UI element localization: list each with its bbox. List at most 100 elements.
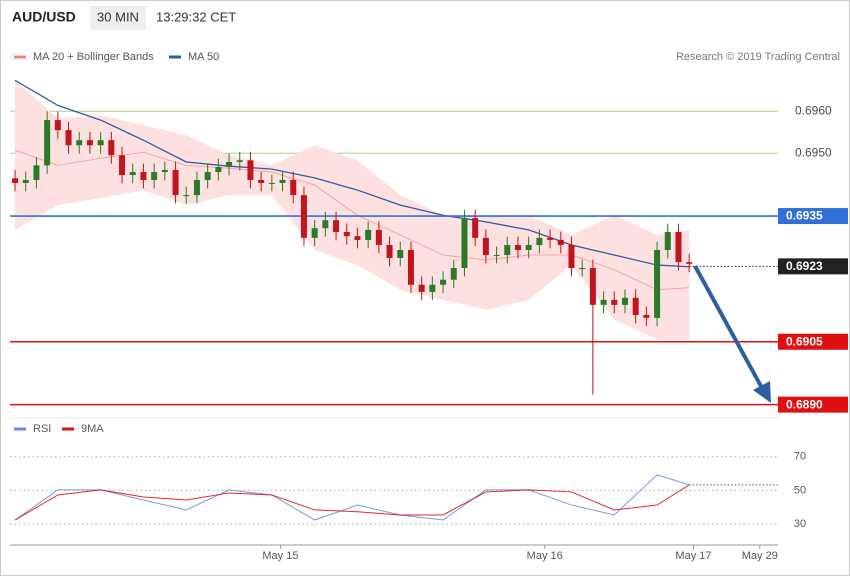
y-tick-label: 70 xyxy=(794,451,806,463)
candle-body xyxy=(247,160,254,181)
candle-body xyxy=(193,180,200,196)
candle-body xyxy=(686,262,693,264)
y-tick-label: 30 xyxy=(794,518,806,530)
candle-body xyxy=(589,268,596,305)
candle-body xyxy=(322,220,329,229)
candle-body xyxy=(215,167,222,173)
candle-body xyxy=(493,255,500,257)
candle-body xyxy=(397,249,404,258)
y-tick-label: 0.6960 xyxy=(795,103,832,117)
candle-body xyxy=(429,284,436,292)
candle-body xyxy=(226,161,233,168)
ma-line xyxy=(14,149,690,291)
rsi-line xyxy=(14,474,690,521)
candle-body xyxy=(557,239,564,245)
candle-body xyxy=(258,180,265,183)
y-tick-label: 50 xyxy=(794,484,806,496)
candle-body xyxy=(375,229,382,245)
level-label-box xyxy=(778,208,848,225)
candle-body xyxy=(440,279,447,285)
candle-body xyxy=(407,249,414,285)
level-label-box xyxy=(778,333,848,350)
candle-body xyxy=(311,228,318,238)
forecast-arrow xyxy=(693,265,771,403)
arrow-shaft xyxy=(693,265,764,389)
candle-body xyxy=(611,299,618,305)
candle-body xyxy=(418,284,425,292)
candle-body xyxy=(621,297,628,305)
x-tick-label: May 17 xyxy=(675,550,711,562)
candle-body xyxy=(514,244,521,250)
interval: 30 MIN xyxy=(97,9,139,24)
legend-label: MA 50 xyxy=(188,51,219,63)
symbol: AUD/USD xyxy=(12,9,76,25)
candle-body xyxy=(632,297,639,315)
candle-body xyxy=(482,237,489,256)
candle-body xyxy=(343,231,350,237)
candle-body xyxy=(44,120,51,166)
candle-body xyxy=(268,182,275,184)
level-label: 0.6890 xyxy=(786,397,823,411)
candle-body xyxy=(365,229,372,240)
candle-body xyxy=(119,155,126,175)
candle-body xyxy=(151,172,158,181)
x-tick-label: May 16 xyxy=(527,550,563,562)
candle-body xyxy=(354,236,361,240)
x-tick-label: May 15 xyxy=(262,550,298,562)
interval-box xyxy=(90,6,146,30)
candle-body xyxy=(204,172,211,181)
candle-body xyxy=(161,169,168,173)
candle-body xyxy=(172,169,179,196)
candle-body xyxy=(279,180,286,183)
candle-body xyxy=(129,172,136,175)
candle-body xyxy=(108,140,115,156)
candle-body xyxy=(472,218,479,238)
time: 13:29:32 CET xyxy=(156,9,236,24)
arrow-head xyxy=(753,381,771,403)
candle-body xyxy=(664,231,671,250)
candle-body xyxy=(461,218,468,269)
candle-body xyxy=(525,244,532,250)
candle-body xyxy=(333,220,340,232)
candle-body xyxy=(97,140,104,146)
y-tick-label: 0.6950 xyxy=(795,145,832,159)
candle-body xyxy=(654,249,661,318)
candle-body xyxy=(386,244,393,258)
candle-body xyxy=(290,180,297,196)
candle-body xyxy=(536,237,543,245)
level-label: 0.6923 xyxy=(786,259,823,273)
candle-body xyxy=(504,244,511,256)
candle-body xyxy=(140,172,147,181)
candle-body xyxy=(547,237,554,240)
ma-line xyxy=(14,79,690,268)
candle-body xyxy=(600,299,607,305)
candle-body xyxy=(643,314,650,318)
credit: Research © 2019 Trading Central xyxy=(676,51,840,63)
x-tick-label: May 29 xyxy=(742,550,778,562)
level-label-box xyxy=(778,396,848,413)
candle-body xyxy=(300,195,307,238)
candle-body xyxy=(568,244,575,269)
bollinger-band xyxy=(15,80,690,340)
candle-body xyxy=(22,180,29,183)
level-label-box xyxy=(778,258,848,275)
candle-body xyxy=(579,268,586,270)
rsi-line xyxy=(14,484,690,521)
candle-body xyxy=(675,231,682,263)
legend-label: MA 20 + Bollinger Bands xyxy=(33,51,154,63)
candle-body xyxy=(65,130,72,146)
candle-body xyxy=(54,120,61,131)
plot: 0.6960 0.6950 MA 20 + Bollinger Bands MA 50… xyxy=(10,51,848,562)
candle-body xyxy=(236,160,243,162)
legend-label: RSI xyxy=(33,423,51,435)
candle-body xyxy=(183,195,190,197)
level-label: 0.6935 xyxy=(786,209,823,223)
candle-body xyxy=(450,268,457,280)
candle-body xyxy=(33,165,40,181)
legend-label: 9MA xyxy=(81,423,104,435)
level-label: 0.6905 xyxy=(786,334,823,348)
candle-body xyxy=(86,140,93,146)
candle-body xyxy=(12,178,19,183)
